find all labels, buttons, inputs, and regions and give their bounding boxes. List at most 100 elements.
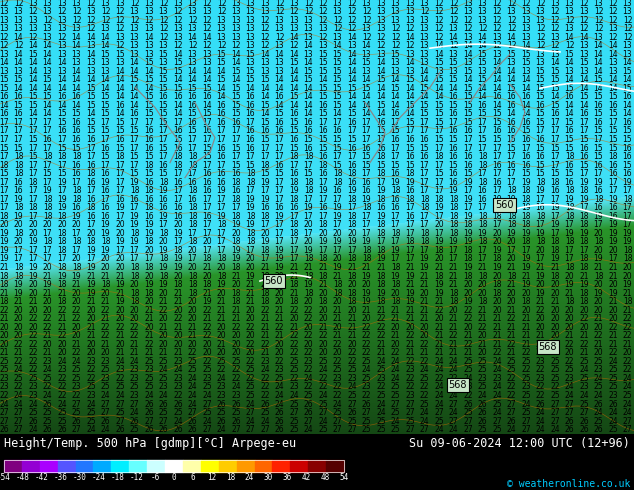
Text: 18: 18 (550, 238, 560, 246)
Text: 13: 13 (376, 0, 386, 7)
Text: 17: 17 (0, 118, 9, 127)
Text: 18: 18 (362, 246, 372, 255)
Text: 24: 24 (536, 416, 545, 426)
Text: 20: 20 (492, 238, 502, 246)
Text: 16: 16 (565, 93, 574, 101)
Text: 16: 16 (101, 212, 110, 221)
Text: 14: 14 (333, 41, 342, 50)
Text: 27: 27 (405, 408, 415, 417)
Text: 24: 24 (158, 391, 168, 400)
Text: 19: 19 (579, 178, 589, 187)
Text: 18: 18 (188, 152, 197, 161)
Text: 19: 19 (144, 280, 154, 289)
Text: 22: 22 (260, 391, 269, 400)
Text: 17: 17 (14, 254, 23, 264)
Text: 16: 16 (391, 169, 400, 178)
Text: 22: 22 (463, 391, 473, 400)
Text: 15: 15 (550, 75, 560, 84)
Text: 17: 17 (14, 246, 23, 255)
Text: 22: 22 (463, 314, 473, 323)
Text: 13: 13 (57, 49, 67, 59)
Text: 13: 13 (275, 41, 284, 50)
Text: 17: 17 (202, 118, 212, 127)
Text: 16: 16 (623, 169, 632, 178)
Text: 16: 16 (101, 186, 110, 195)
Text: 19: 19 (565, 195, 574, 204)
Text: 12: 12 (376, 41, 385, 50)
Text: 18: 18 (478, 220, 488, 229)
Text: 15: 15 (449, 161, 458, 170)
Text: 15: 15 (115, 118, 125, 127)
Text: 26: 26 (115, 425, 125, 434)
Text: 24: 24 (623, 383, 632, 392)
Text: 18: 18 (260, 161, 269, 170)
Text: 12: 12 (318, 33, 328, 42)
Text: 18: 18 (579, 297, 589, 306)
Text: 17: 17 (477, 203, 488, 212)
Text: 23: 23 (492, 374, 502, 383)
Text: 13: 13 (188, 49, 197, 59)
Text: 20: 20 (593, 297, 604, 306)
Text: 16: 16 (492, 126, 502, 136)
Text: 19: 19 (376, 254, 386, 264)
Text: 13: 13 (275, 24, 284, 33)
Text: 18: 18 (304, 271, 313, 281)
Text: 20: 20 (173, 220, 183, 229)
Text: 14: 14 (521, 84, 531, 93)
Text: 13: 13 (579, 49, 589, 59)
Text: 24: 24 (449, 391, 458, 400)
Text: 17: 17 (28, 186, 38, 195)
Text: 19: 19 (72, 212, 81, 221)
Text: 16: 16 (361, 186, 372, 195)
Text: 22: 22 (29, 366, 38, 374)
Text: 24: 24 (434, 366, 444, 374)
Text: 12: 12 (217, 41, 226, 50)
Text: 16: 16 (289, 135, 299, 144)
Text: 25: 25 (144, 357, 154, 366)
Text: 27: 27 (130, 399, 139, 409)
Text: 17: 17 (0, 195, 9, 204)
Text: 22: 22 (289, 340, 299, 349)
Text: 20: 20 (115, 229, 125, 238)
Text: 17: 17 (144, 254, 154, 264)
Text: 15: 15 (158, 109, 168, 119)
Text: 14: 14 (492, 84, 502, 93)
Text: 12: 12 (579, 0, 589, 7)
Text: 22: 22 (246, 340, 256, 349)
Text: 22: 22 (260, 340, 269, 349)
Text: 24: 24 (275, 399, 284, 409)
Text: 14: 14 (507, 109, 516, 119)
Text: 21: 21 (0, 263, 9, 272)
Text: 17: 17 (477, 126, 488, 136)
Text: 25: 25 (434, 416, 444, 426)
Text: 18: 18 (333, 169, 342, 178)
Text: 20: 20 (361, 280, 372, 289)
Text: 19: 19 (405, 271, 415, 281)
Text: 27: 27 (144, 416, 154, 426)
Text: 16: 16 (217, 144, 226, 152)
Text: 18: 18 (420, 229, 429, 238)
Text: 20: 20 (391, 323, 400, 332)
Text: 19: 19 (318, 186, 328, 195)
Text: 15: 15 (101, 109, 110, 119)
Text: 16: 16 (217, 178, 226, 187)
Text: 13: 13 (260, 7, 270, 16)
Text: 19: 19 (593, 212, 604, 221)
Text: 27: 27 (14, 416, 23, 426)
Text: 16: 16 (217, 109, 226, 119)
Text: 19: 19 (550, 220, 560, 229)
Text: 23: 23 (42, 357, 53, 366)
Text: 22: 22 (434, 306, 444, 315)
Text: 18: 18 (521, 297, 531, 306)
Text: 19: 19 (42, 280, 53, 289)
Text: 14: 14 (72, 101, 81, 110)
Text: 15: 15 (289, 144, 299, 152)
Text: 13: 13 (72, 24, 81, 33)
Text: 25: 25 (289, 366, 299, 374)
Text: 13: 13 (144, 0, 154, 7)
Text: 20: 20 (477, 280, 488, 289)
Text: 22: 22 (405, 374, 415, 383)
Text: 54: 54 (339, 473, 349, 482)
Text: 20: 20 (28, 229, 38, 238)
Text: 25: 25 (550, 366, 560, 374)
